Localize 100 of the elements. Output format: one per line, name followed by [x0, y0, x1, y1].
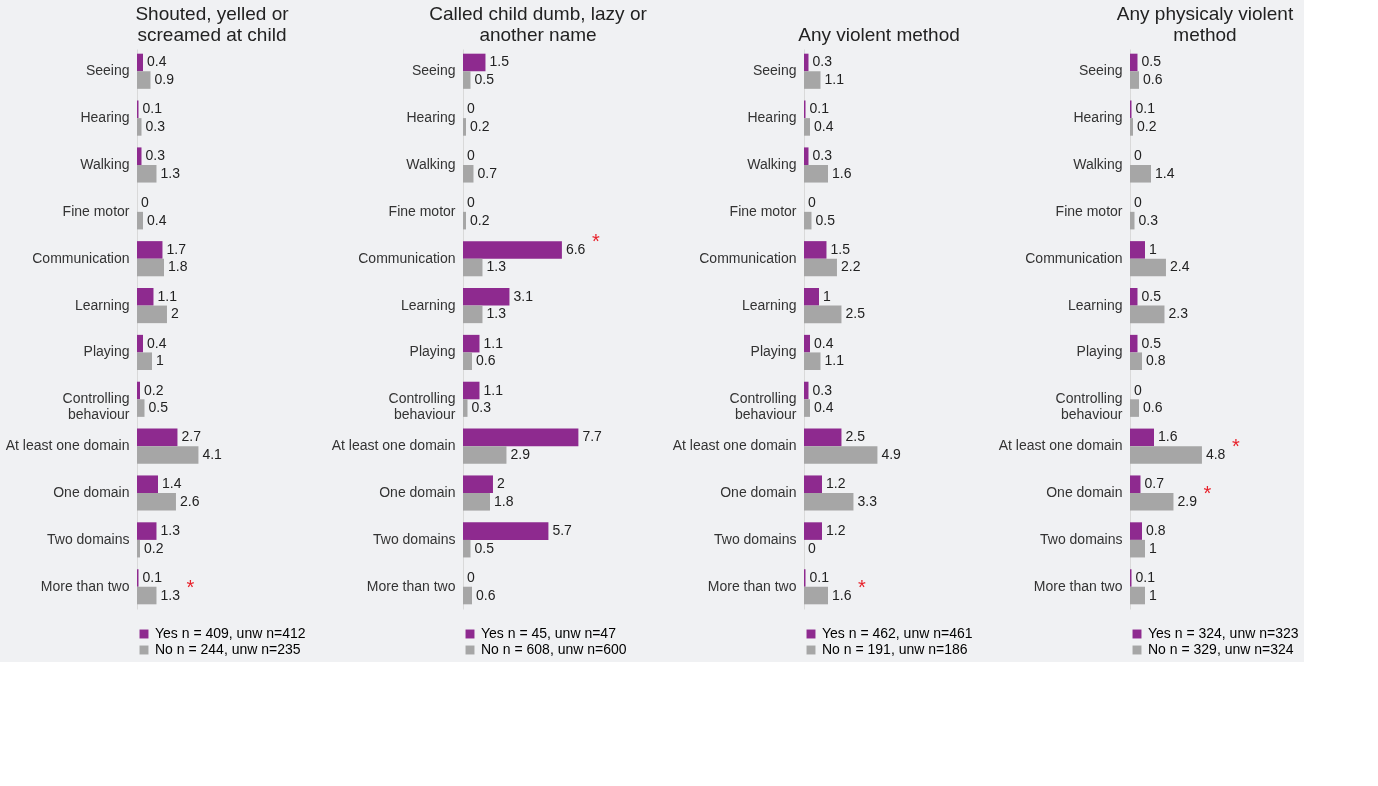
- data-label: 2: [496, 475, 505, 492]
- bar: [137, 539, 140, 558]
- data-label: 0.2: [470, 211, 490, 228]
- y-tick-label: Fine motor: [388, 202, 456, 219]
- annotation: *: [857, 575, 866, 598]
- bar: [137, 241, 163, 259]
- data-label: 1: [1148, 240, 1157, 257]
- data-label: 0.7: [1144, 475, 1165, 492]
- y-tick-label: More than two: [40, 577, 130, 594]
- data-label: 1.2: [825, 475, 846, 492]
- chart-title: Shouted, yelled or screamed at child: [135, 3, 290, 45]
- y-tick-label: More than two: [1033, 577, 1123, 594]
- bar: [1130, 258, 1166, 277]
- bar: [463, 118, 466, 136]
- bar: [463, 352, 472, 370]
- y-tick-label: Seeing: [85, 62, 130, 79]
- y-tick-label: Walking: [747, 155, 797, 172]
- data-label: 0.9: [154, 71, 175, 88]
- data-label: 6.6: [565, 240, 586, 257]
- bar: [137, 522, 157, 540]
- y-tick-label: Fine motor: [62, 202, 130, 219]
- bar: [804, 475, 822, 494]
- data-label: 0.2: [1137, 117, 1157, 134]
- bar: [1130, 522, 1142, 540]
- data-label: 0.5: [1141, 334, 1162, 351]
- data-label: 0.4: [146, 211, 167, 228]
- data-label: 0.6: [475, 352, 496, 369]
- bar: [137, 118, 142, 136]
- y-tick-label: Seeing: [411, 62, 456, 79]
- data-label: 0.5: [474, 539, 495, 556]
- y-tick-label: Two domains: [373, 530, 456, 547]
- y-tick-label: Hearing: [406, 109, 456, 126]
- data-label: 0.3: [145, 117, 166, 134]
- bar: [137, 164, 157, 183]
- y-tick-label: Controlling behaviour: [1055, 390, 1123, 423]
- data-label: 0: [808, 194, 816, 211]
- data-label: 1.7: [166, 240, 187, 257]
- bar: [137, 258, 164, 277]
- data-label: 1: [155, 352, 164, 369]
- legend-label: No n = 191, unw n=186: [822, 641, 968, 657]
- data-label: 3.3: [857, 492, 878, 509]
- bar: [1130, 288, 1138, 306]
- bar: [1130, 71, 1139, 89]
- data-label: 0.2: [470, 117, 490, 134]
- data-label: 1.4: [1154, 164, 1175, 181]
- data-label: 0.6: [1142, 71, 1163, 88]
- bar: [1130, 493, 1174, 511]
- data-label: 0.1: [1135, 568, 1156, 585]
- data-label: 2.9: [510, 445, 531, 462]
- bar: [463, 334, 480, 353]
- y-tick-label: Walking: [80, 155, 130, 172]
- bar: [804, 305, 842, 324]
- data-label: 2.2: [840, 258, 861, 275]
- y-tick-label: Hearing: [747, 109, 797, 126]
- y-tick-label: Seeing: [752, 62, 797, 79]
- data-label: 1.5: [489, 53, 510, 70]
- data-label: 1.6: [831, 164, 852, 181]
- y-tick-label: Learning: [742, 296, 797, 313]
- bar: [463, 241, 562, 259]
- y-tick-label: Learning: [401, 296, 456, 313]
- data-label: 0.1: [1135, 100, 1156, 117]
- bar: [804, 71, 821, 89]
- data-label: 0.2: [144, 539, 164, 556]
- data-label: 0.4: [813, 117, 834, 134]
- y-tick-label: One domain: [720, 484, 797, 501]
- y-tick-label: Seeing: [1078, 62, 1123, 79]
- data-label: 0: [1134, 194, 1142, 211]
- data-label: 0: [1134, 147, 1142, 164]
- data-label: 1.8: [493, 492, 514, 509]
- data-label: 0.5: [815, 211, 836, 228]
- annotation: *: [1231, 434, 1240, 457]
- data-label: 2.5: [845, 305, 866, 322]
- legend-label: Yes n = 409, unw n=412: [155, 625, 306, 641]
- bar: [1130, 475, 1141, 494]
- bar: [137, 475, 158, 494]
- y-tick-label: One domain: [379, 484, 456, 501]
- y-tick-label: Controlling behaviour: [729, 390, 797, 423]
- data-label: 0.4: [813, 399, 834, 416]
- data-label: 1.6: [831, 586, 852, 603]
- bar: [1130, 305, 1165, 324]
- legend-label: No n = 608, unw n=600: [481, 641, 627, 657]
- data-label: 0.4: [146, 334, 167, 351]
- data-label: 0: [141, 194, 149, 211]
- annotation: *: [1203, 481, 1212, 504]
- bar: [463, 539, 471, 558]
- data-label: 0.7: [477, 164, 498, 181]
- bar: [463, 493, 490, 511]
- data-label: 1: [1148, 586, 1157, 603]
- bar: [804, 586, 828, 605]
- data-label: 0.1: [142, 100, 163, 117]
- data-label: 1.5: [830, 240, 851, 257]
- y-tick-label: Playing: [83, 343, 130, 360]
- legend-label: Yes n = 45, unw n=47: [481, 625, 617, 641]
- data-label: 0.2: [144, 381, 164, 398]
- y-tick-label: Walking: [1073, 155, 1123, 172]
- bar: [804, 352, 821, 370]
- data-label: 0.5: [1141, 53, 1162, 70]
- y-tick-label: Two domains: [1040, 530, 1123, 547]
- data-label: 0.1: [809, 568, 830, 585]
- data-label: 2.5: [845, 428, 866, 445]
